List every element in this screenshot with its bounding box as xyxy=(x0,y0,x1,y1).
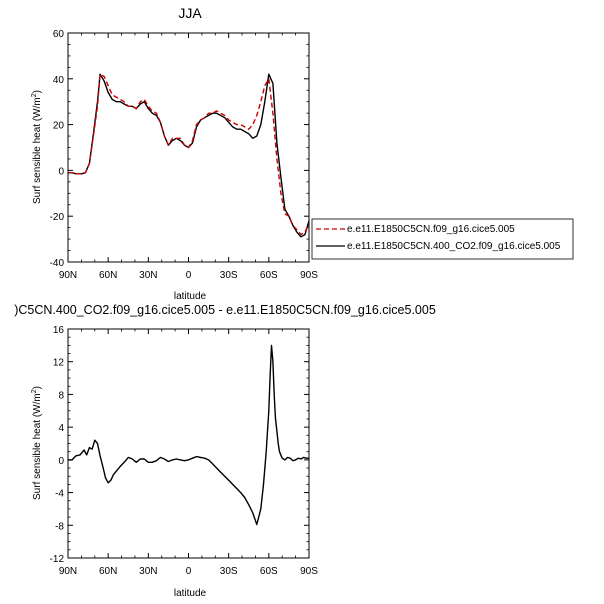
plot-frame xyxy=(67,328,310,559)
y-tick-label: 8 xyxy=(58,390,64,401)
y-grid-ticks: -12 -8 -4 0 4 8 12 16 xyxy=(50,325,309,565)
x-tick-label: 30N xyxy=(139,566,157,577)
chart-top: JJA -40 -20 0 20 40 60 90N 60N 30N 0 30S 60S 90S la… xyxy=(31,5,574,302)
y-axis-label: Surf sensible heat (W/m2) xyxy=(31,386,43,500)
x-tick-label: 0 xyxy=(186,270,192,281)
y-tick-label: -12 xyxy=(50,554,65,565)
x-tick-label: 60N xyxy=(99,566,117,577)
y-grid-ticks: -40 -20 0 20 40 60 xyxy=(50,29,309,269)
series-line-0 xyxy=(68,73,310,236)
chart-title: JJA xyxy=(178,5,202,21)
x-tick-label: 60N xyxy=(99,270,117,281)
series-line-0 xyxy=(68,344,309,526)
y-tick-label: 40 xyxy=(53,75,65,86)
plot-frame xyxy=(67,32,310,263)
chart-title-diff: )C5CN.400_CO2.f09_g16.cice5.005 - e.e11.… xyxy=(14,303,436,317)
x-tick-label: 30N xyxy=(139,270,157,281)
y-axis-label-close: ) xyxy=(32,90,43,93)
y-tick-label: 0 xyxy=(58,166,64,177)
chart-bottom: )C5CN.400_CO2.f09_g16.cice5.005 - e.e11.… xyxy=(14,303,436,599)
plot-series xyxy=(68,344,309,526)
y-axis-label-sup: 2 xyxy=(31,93,38,97)
x-grid-ticks: 90N 60N 30N 0 30S 60S 90S xyxy=(59,33,318,281)
y-axis-label: Surf sensible heat (W/m2) xyxy=(31,90,43,204)
x-tick-label: 90N xyxy=(59,270,77,281)
x-tick-label: 90N xyxy=(59,566,77,577)
x-tick-label: 60S xyxy=(260,566,278,577)
y-tick-label: 60 xyxy=(53,29,65,40)
y-tick-label: -4 xyxy=(55,489,64,500)
plot-series xyxy=(68,73,310,238)
y-tick-label: -20 xyxy=(50,212,65,223)
x-tick-label: 90S xyxy=(300,566,318,577)
y-axis-label-close: ) xyxy=(32,386,43,389)
series-line-1 xyxy=(68,73,310,238)
x-axis-label: latitude xyxy=(174,588,207,599)
x-axis-label: latitude xyxy=(174,291,207,302)
legend-entry-control: e.e11.E1850C5CN.f09_g16.cice5.005 xyxy=(347,224,515,235)
x-tick-label: 90S xyxy=(300,270,318,281)
y-tick-label: 0 xyxy=(58,456,64,467)
y-axis-label-sup: 2 xyxy=(31,389,38,393)
legend-entry-co2: e.e11.E1850C5CN.400_CO2.f09_g16.cice5.00… xyxy=(347,241,561,252)
x-tick-label: 0 xyxy=(186,566,192,577)
x-tick-label: 60S xyxy=(260,270,278,281)
y-tick-label: -40 xyxy=(50,258,65,269)
legend-box xyxy=(311,218,574,260)
legend: e.e11.E1850C5CN.f09_g16.cice5.005 e.e11.… xyxy=(311,218,574,260)
y-tick-label: 12 xyxy=(53,358,65,369)
y-tick-label: -8 xyxy=(55,521,64,532)
y-axis-label-text: Surf sensible heat (W/m xyxy=(32,97,43,204)
y-tick-label: 20 xyxy=(53,121,65,132)
x-grid-ticks: 90N 60N 30N 0 30S 60S 90S xyxy=(59,329,318,577)
x-tick-label: 30S xyxy=(220,270,238,281)
y-tick-label: 4 xyxy=(58,423,64,434)
y-axis-label-text: Surf sensible heat (W/m xyxy=(32,393,43,500)
x-tick-label: 30S xyxy=(220,566,238,577)
y-tick-label: 16 xyxy=(53,325,65,336)
